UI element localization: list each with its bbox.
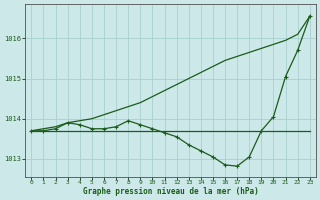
X-axis label: Graphe pression niveau de la mer (hPa): Graphe pression niveau de la mer (hPa) [83, 187, 259, 196]
